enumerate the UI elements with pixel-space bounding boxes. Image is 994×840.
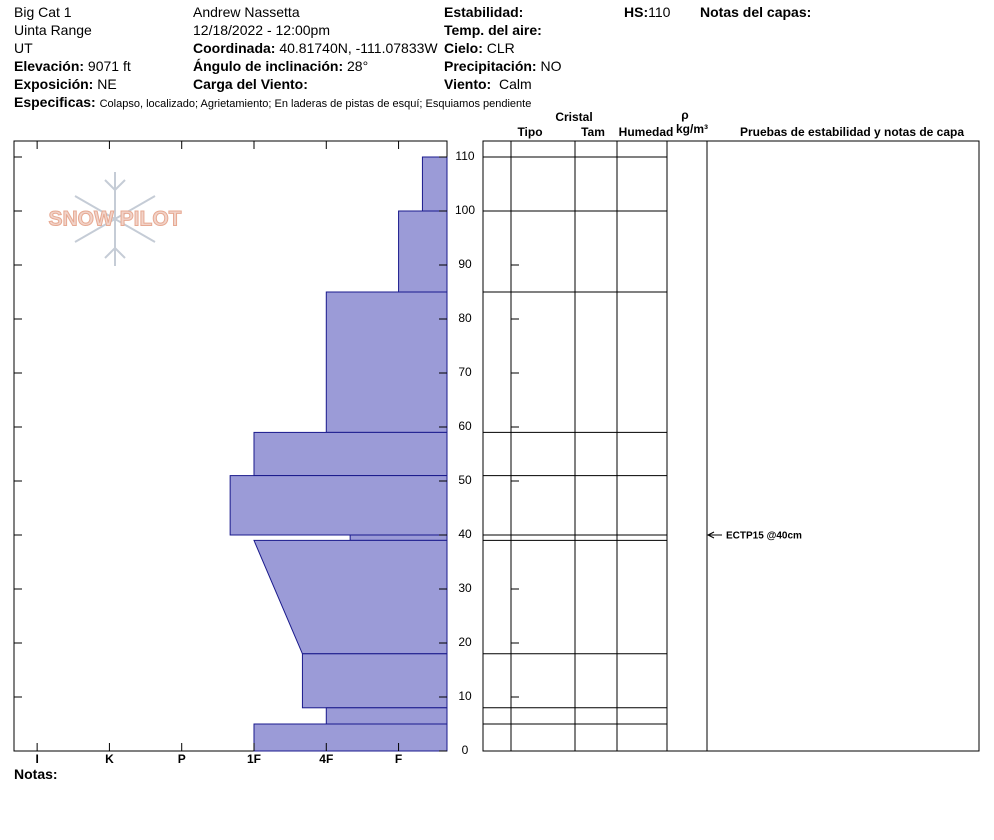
label: Carga del Viento: <box>193 76 308 92</box>
hardness-bar <box>325 707 448 725</box>
value: 28° <box>347 58 369 74</box>
hardness-bar <box>301 653 448 709</box>
elevation: Elevación: 9071 ft <box>14 57 131 75</box>
x-tick-label: I <box>35 752 38 766</box>
hs: HS:110 <box>624 3 670 21</box>
x-tick-label: K <box>105 752 114 766</box>
label: HS: <box>624 4 649 20</box>
hardness-bar <box>253 431 448 477</box>
hardness-bar <box>253 539 448 655</box>
wind: Viento: Calm <box>444 75 532 93</box>
hardness-bar <box>325 291 448 433</box>
y-tick-label: 0 <box>462 743 469 757</box>
value: Colapso, localizado; Agrietamiento; En l… <box>99 98 532 110</box>
label: Exposición: <box>14 76 94 92</box>
label: Viento: <box>444 76 492 92</box>
label: Notas: <box>14 766 58 782</box>
x-tick-label: F <box>395 752 402 766</box>
hardness-bar <box>229 475 448 536</box>
value: NO <box>540 58 562 74</box>
y-tick-label: 50 <box>458 473 472 487</box>
value: 9071 ft <box>87 58 131 74</box>
y-tick-label: 90 <box>458 257 472 271</box>
logo <box>74 172 156 266</box>
label: Temp. del aire: <box>444 22 542 38</box>
state: UT <box>14 40 33 56</box>
col-size: Tam <box>581 125 605 139</box>
y-tick-label: 60 <box>458 419 472 433</box>
label: Notas del capas: <box>700 4 812 20</box>
y-tick-label: 30 <box>458 581 472 595</box>
precip: Precipitación: NO <box>444 57 561 75</box>
x-tick-label: 1F <box>247 752 261 766</box>
label: Cielo: <box>444 40 483 56</box>
coordinates: Coordinada: 40.81740N, -111.07833W <box>193 39 438 57</box>
value: 110 <box>648 4 671 20</box>
col-moisture: Humedad <box>619 125 674 139</box>
label: Coordinada: <box>193 40 276 56</box>
col-type: Tipo <box>517 125 542 139</box>
datetime: 12/18/2022 - 12:00pm <box>193 22 330 38</box>
y-tick-label: 70 <box>458 365 472 379</box>
col-tests: Pruebas de estabilidad y notas de capa <box>740 125 964 139</box>
aspect: Exposición: NE <box>14 75 117 93</box>
table-frame <box>482 140 980 752</box>
col-rho: ρ <box>681 108 688 122</box>
label: Especificas: <box>14 94 96 110</box>
y-tick-label: 10 <box>458 689 472 703</box>
value: 40.81740N, -111.07833W <box>279 40 438 56</box>
air-temp: Temp. del aire: <box>444 21 542 39</box>
y-tick-label: 20 <box>458 635 472 649</box>
x-tick-label: P <box>178 752 186 766</box>
hardness-bar <box>349 534 448 541</box>
site: Big Cat 1 <box>14 4 72 20</box>
label: Ángulo de inclinación: <box>193 58 344 74</box>
label: Precipitación: <box>444 58 537 74</box>
test-arrowhead <box>706 531 715 539</box>
y-tick-label: 80 <box>458 311 472 325</box>
hardness-bar <box>398 210 448 293</box>
test-label: ECTP15 @40cm <box>726 531 802 542</box>
table-columns <box>510 141 708 751</box>
value: Calm <box>498 76 532 92</box>
layer-notes: Notas del capas: <box>700 3 811 21</box>
logo-text: SNOW PILOT <box>49 208 182 231</box>
observer: Andrew Nassetta <box>193 4 300 20</box>
notes: Notas: <box>14 765 58 783</box>
label: Elevación: <box>14 58 85 74</box>
y-tick-label: 100 <box>455 203 475 217</box>
col-crystal: Cristal <box>555 110 592 124</box>
y-tick-label: 110 <box>455 149 474 163</box>
hardness-bar <box>421 156 448 212</box>
x-tick-label: 4F <box>319 752 333 766</box>
range: Uinta Range <box>14 22 92 38</box>
specifics: Especificas: Colapso, localizado; Agriet… <box>14 93 531 113</box>
col-density: kg/m³ <box>676 122 708 136</box>
label: Estabilidad: <box>444 4 524 20</box>
stability: Estabilidad: <box>444 3 523 21</box>
y-tick-label: 40 <box>458 527 472 541</box>
hardness-bar <box>253 723 448 752</box>
value: CLR <box>486 40 515 56</box>
slope: Ángulo de inclinación: 28° <box>193 57 368 75</box>
sky: Cielo: CLR <box>444 39 515 57</box>
value: NE <box>97 76 117 92</box>
wind-loading: Carga del Viento: <box>193 75 308 93</box>
